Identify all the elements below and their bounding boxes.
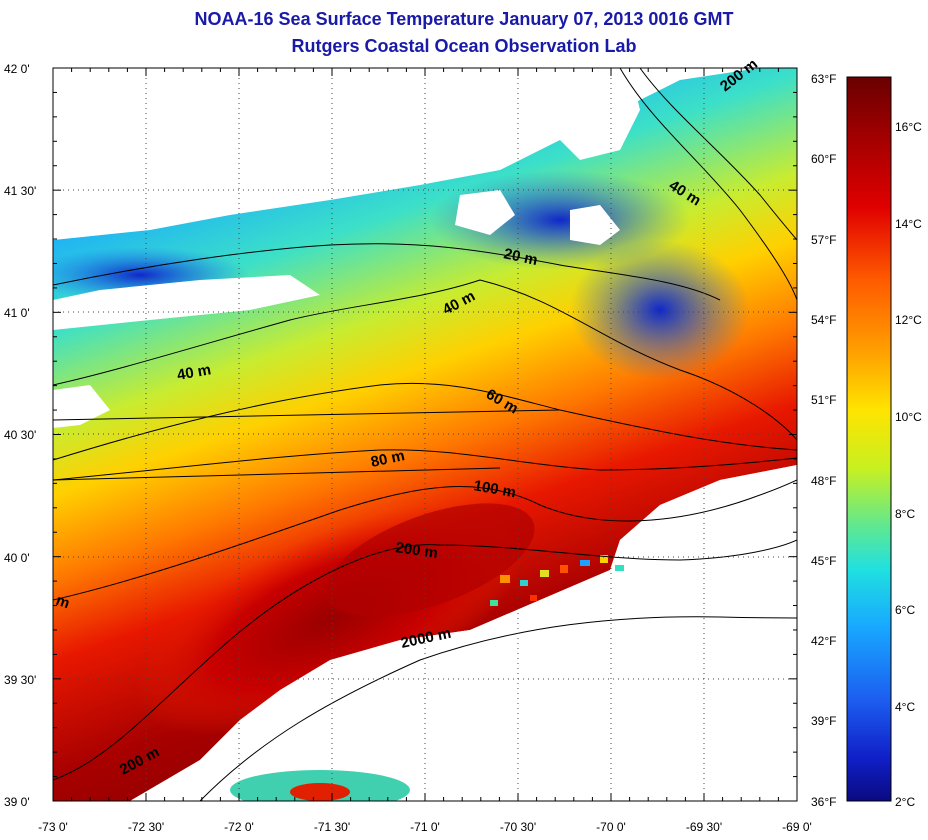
colorbar-f-label: 36°F (811, 795, 836, 809)
y-tick-label: 39 0' (4, 795, 30, 809)
colorbar-f-label: 42°F (811, 634, 836, 648)
colorbar-c-label: 2°C (895, 795, 915, 809)
contour-200m (53, 539, 797, 781)
contour-label-20: 20 m (502, 245, 539, 269)
colorbar-f-label: 48°F (811, 474, 836, 488)
y-tick-label: 42 0' (4, 62, 30, 76)
sst-field (53, 68, 797, 801)
map-subtitle: Rutgers Coastal Ocean Observation Lab (291, 36, 637, 56)
colorbar-c-label: 14°C (895, 217, 922, 231)
contour-60m (53, 382, 797, 461)
track-line-2 (53, 467, 501, 481)
contour-100m (53, 479, 797, 601)
bathymetry-contours (53, 68, 797, 801)
warm-core-inner (325, 503, 535, 617)
x-tick-label: -70 30' (500, 820, 536, 834)
marthas-vineyard (455, 190, 515, 235)
x-tick-label: -71 30' (314, 820, 350, 834)
colorbar-f-label: 54°F (811, 313, 836, 327)
colorbar (846, 76, 892, 802)
x-tick-label: -73 0' (38, 820, 68, 834)
colorbar-c-label: 12°C (895, 313, 922, 327)
southern-patch-core (290, 783, 350, 801)
colorbar-c-label: 6°C (895, 603, 915, 617)
colorbar-f-label: 60°F (811, 152, 836, 166)
y-axis-labels: 42 0' 41 30' 41 0' 40 30' 40 0' 39 30' 3… (4, 62, 36, 809)
colorbar-f-label: 39°F (811, 714, 836, 728)
contour-shelf-east (619, 68, 797, 301)
contour-80m (53, 449, 797, 481)
y-tick-label: 41 0' (4, 306, 30, 320)
mainland-coast (53, 68, 500, 240)
contour-40m (53, 279, 797, 441)
x-tick-label: -71 0' (410, 820, 440, 834)
graticule (53, 68, 797, 801)
contour-20m (53, 243, 721, 301)
colorbar-f-label: 57°F (811, 233, 836, 247)
nantucket (570, 205, 620, 245)
cold-water-shoals (570, 240, 750, 380)
x-tick-label: -70 0' (596, 820, 626, 834)
y-tick-label: 41 30' (4, 184, 36, 198)
track-line-1 (53, 409, 561, 421)
y-tick-label: 39 30' (4, 673, 36, 687)
map-title: NOAA-16 Sea Surface Temperature January … (194, 9, 734, 29)
no-data-region (130, 465, 797, 801)
contour-label-200-a: 200 m (394, 539, 438, 562)
axis-ticks (52, 67, 798, 802)
colorbar-c-label: 16°C (895, 120, 922, 134)
x-tick-label: -72 0' (224, 820, 254, 834)
long-island (53, 275, 320, 330)
x-tick-label: -72 30' (128, 820, 164, 834)
colorbar-celsius-labels: 16°C 14°C 12°C 10°C 8°C 6°C 4°C 2°C (895, 120, 922, 809)
y-tick-label: 40 0' (4, 551, 30, 565)
contour-2000m (199, 616, 797, 801)
x-axis-labels: -73 0' -72 30' -72 0' -71 30' -71 0' -70… (38, 820, 812, 834)
contour-label-80: 80 m (369, 447, 406, 471)
cape-cod (560, 68, 640, 160)
contour-label-40-b: 40 m (176, 361, 213, 384)
colorbar-f-label: 51°F (811, 393, 836, 407)
contour-shelf-east-2 (639, 68, 797, 241)
front-speckle (490, 555, 624, 606)
colorbar-c-label: 10°C (895, 410, 922, 424)
colorbar-c-label: 4°C (895, 700, 915, 714)
x-tick-label: -69 0' (782, 820, 812, 834)
contour-label-fragment: m (54, 592, 72, 613)
colorbar-f-label: 63°F (811, 72, 836, 86)
y-tick-label: 40 30' (4, 428, 36, 442)
cloud-mask-west (53, 385, 110, 428)
colorbar-f-label: 45°F (811, 554, 836, 568)
x-tick-label: -69 30' (686, 820, 722, 834)
colorbar-c-label: 8°C (895, 507, 915, 521)
colorbar-fahrenheit-labels: 63°F 60°F 57°F 54°F 51°F 48°F 45°F 42°F … (811, 72, 836, 809)
